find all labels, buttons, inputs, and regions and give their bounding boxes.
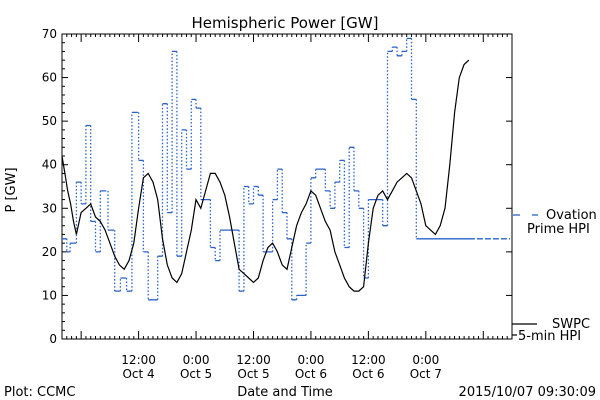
y-tick-label: 70	[42, 27, 57, 41]
legend-swpc-5min-hpi: SWPC 5-min HPI	[512, 317, 590, 344]
y-tick-label: 30	[42, 201, 57, 215]
y-tick-label: 60	[42, 71, 57, 85]
y-tick-label: 20	[42, 245, 57, 259]
x-tick-label-date: Oct 6	[352, 367, 384, 381]
x-tick-label-date: Oct 4	[122, 367, 154, 381]
legend-ovation-prime-hpi: Ovation Prime HPI	[513, 208, 597, 237]
series-verticals-ovation-prime-hpi	[66, 38, 417, 300]
chart-title: Hemispheric Power [GW]	[192, 14, 379, 32]
y-axis: 0 10 20 30 40 50 60 70	[42, 27, 512, 346]
plot-frame	[61, 33, 513, 340]
x-tick-label-date: Oct 5	[237, 367, 269, 381]
x-tick-label-time: 12:00	[236, 353, 271, 367]
y-tick-label: 10	[42, 288, 57, 302]
x-tick-label-date: Oct 6	[295, 367, 327, 381]
x-tick-label-time: 0:00	[183, 353, 210, 367]
legend-label-swpc: SWPC	[552, 317, 590, 332]
plot-area	[61, 37, 511, 301]
x-tick-label-time: 12:00	[351, 353, 386, 367]
y-tick-label: 0	[49, 332, 57, 346]
legend-label-5min-hpi: 5-min HPI	[518, 329, 581, 344]
x-axis-label: Date and Time	[237, 385, 333, 400]
footer-plot-credit: Plot: CCMC	[4, 385, 75, 400]
series-line-swpc-5min-hpi	[61, 59, 470, 292]
legend-label-ovation: Ovation	[546, 208, 597, 223]
y-tick-label: 40	[42, 158, 57, 172]
x-tick-label-time: 0:00	[412, 353, 439, 367]
x-tick-label-time: 0:00	[297, 353, 324, 367]
x-tick-label-time: 12:00	[121, 353, 156, 367]
x-tick-label-date: Oct 7	[410, 367, 442, 381]
footer-timestamp: 2015/10/07 09:30:09	[459, 385, 596, 400]
y-tick-label: 50	[42, 114, 57, 128]
legend-label-prime-hpi: Prime HPI	[527, 222, 590, 237]
series-line-ovation-prime-hpi	[62, 37, 511, 301]
x-tick-label-date: Oct 5	[180, 367, 212, 381]
y-axis-label: P [GW]	[4, 167, 19, 212]
